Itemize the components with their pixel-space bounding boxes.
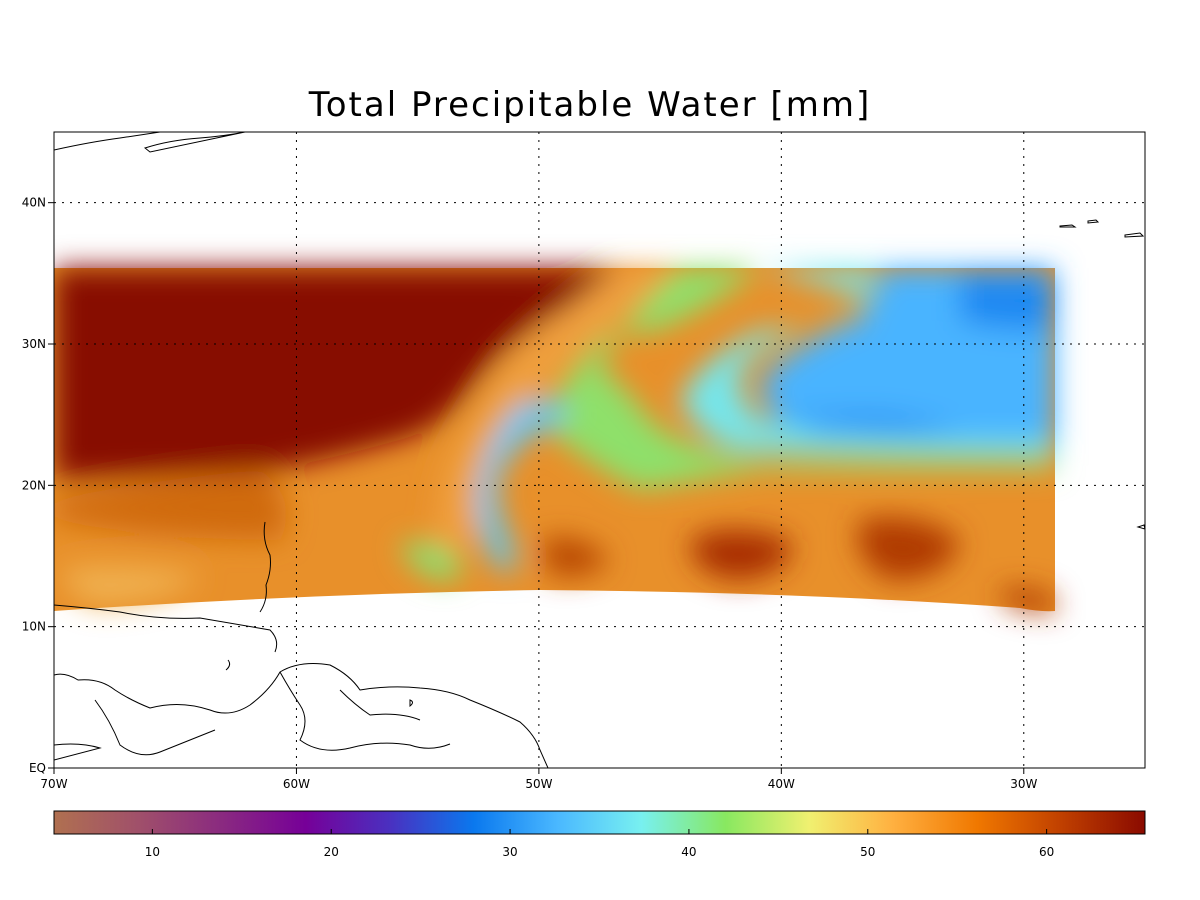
azores-island-1 <box>1059 224 1077 228</box>
lon-tick-label: 50W <box>525 777 552 791</box>
lat-tick-label: 30N <box>22 337 46 351</box>
tpw-moist-patch-3 <box>540 537 610 576</box>
tpw-moist-patch-2 <box>858 517 960 580</box>
tpw-caribbean-moist <box>54 470 287 540</box>
lat-tick-label: 10N <box>22 620 46 634</box>
colorbar-tick-label: 40 <box>681 845 696 859</box>
colorbar-tick-label: 30 <box>502 845 517 859</box>
north-coast-top <box>54 132 161 151</box>
colorbar-tick-label: 10 <box>145 845 160 859</box>
lon-tick-label: 70W <box>40 777 67 791</box>
lon-tick-label: 40W <box>768 777 795 791</box>
plot-frame <box>53 131 1146 769</box>
tpw-transition-band <box>437 268 680 560</box>
lon-tick-label: 60W <box>283 777 310 791</box>
nova-scotia-coast <box>143 132 246 153</box>
south-america-interior-1 <box>94 699 216 756</box>
azores-island-3 <box>1124 232 1145 238</box>
colorbar-bar <box>53 810 1146 835</box>
plot-area <box>54 132 1145 768</box>
longitude-axis: 70W 60W 50W 40W 30W <box>40 768 1037 791</box>
trinidad-island <box>225 659 231 671</box>
coast-southwest <box>54 743 102 761</box>
tpw-green-band <box>550 268 1055 490</box>
azores-island-2 <box>1087 219 1100 224</box>
tpw-dry-core-2 <box>760 414 960 435</box>
lat-tick-label: EQ <box>29 761 46 775</box>
tpw-moist-patch-4 <box>1000 588 1055 612</box>
gridlines <box>54 132 1145 768</box>
tpw-cyan-band <box>680 268 1055 455</box>
tpw-caribbean-light <box>60 566 200 605</box>
colorbar-ticks: 10 20 30 40 50 60 <box>145 829 1054 859</box>
tpw-green-lobe <box>400 542 463 580</box>
map-title: Total Precipitable Water [mm] <box>308 85 871 125</box>
south-america-interior-3 <box>339 689 421 721</box>
lon-tick-label: 30W <box>1010 777 1037 791</box>
colorbar-tick-label: 50 <box>860 845 875 859</box>
tobago-island <box>409 699 413 708</box>
lat-tick-label: 20N <box>22 478 46 492</box>
lat-tick-label: 40N <box>22 196 46 210</box>
coastlines <box>54 132 1145 768</box>
tpw-dry-tongue <box>477 401 570 575</box>
tpw-data-field <box>54 268 1055 612</box>
tpw-driest-core <box>960 275 1050 330</box>
south-america-interior-2 <box>279 671 451 751</box>
colorbar: 10 20 30 40 50 60 <box>53 810 1146 859</box>
tpw-moist-patch-1 <box>690 530 792 580</box>
latitude-axis: EQ 10N 20N 30N 40N <box>22 196 54 775</box>
venezuela-coast <box>54 604 278 653</box>
lesser-antilles-coast <box>259 521 271 613</box>
colorbar-tick-label: 60 <box>1039 845 1054 859</box>
tpw-moist-northwest <box>54 268 620 480</box>
colorbar-tick-label: 20 <box>324 845 339 859</box>
south-america-coast <box>54 663 549 768</box>
